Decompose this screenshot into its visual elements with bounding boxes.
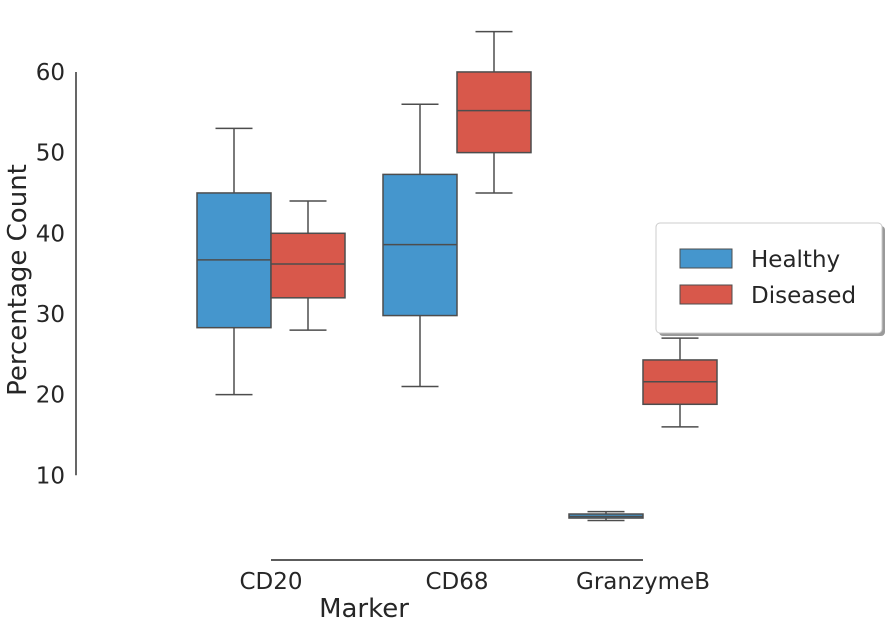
x-axis: CD20 CD68 GranzymeB xyxy=(239,559,710,595)
legend-frame xyxy=(655,222,883,334)
legend-swatch xyxy=(679,248,733,269)
y-axis: 10 20 30 40 50 60 xyxy=(36,60,77,489)
box-iqr xyxy=(270,232,346,299)
box-healthy-granzymeb xyxy=(568,510,644,522)
x-tick-label: CD20 xyxy=(239,569,302,595)
x-tick-label: CD68 xyxy=(425,569,488,595)
y-tick-label: 40 xyxy=(36,221,65,247)
legend-label: Diseased xyxy=(751,283,856,309)
boxes xyxy=(196,30,718,522)
y-tick-label: 30 xyxy=(36,302,65,328)
box-diseased-cd20 xyxy=(270,200,346,331)
box-healthy-cd68 xyxy=(382,103,458,388)
x-axis-title: Marker xyxy=(319,594,409,624)
y-tick-label: 50 xyxy=(36,141,65,167)
y-tick-label: 20 xyxy=(36,383,65,409)
legend: Healthy Diseased xyxy=(655,222,885,336)
y-axis-title: Percentage Count xyxy=(3,164,33,396)
box-diseased-cd68 xyxy=(456,30,532,194)
box-iqr xyxy=(456,71,532,154)
box-diseased-granzymeb xyxy=(642,337,718,428)
legend-swatch xyxy=(679,284,733,305)
y-tick-label: 60 xyxy=(36,60,65,86)
legend-label: Healthy xyxy=(751,247,840,273)
y-tick-label: 10 xyxy=(36,463,65,489)
x-tick-label: GranzymeB xyxy=(576,569,710,595)
box-healthy-cd20 xyxy=(196,127,272,396)
